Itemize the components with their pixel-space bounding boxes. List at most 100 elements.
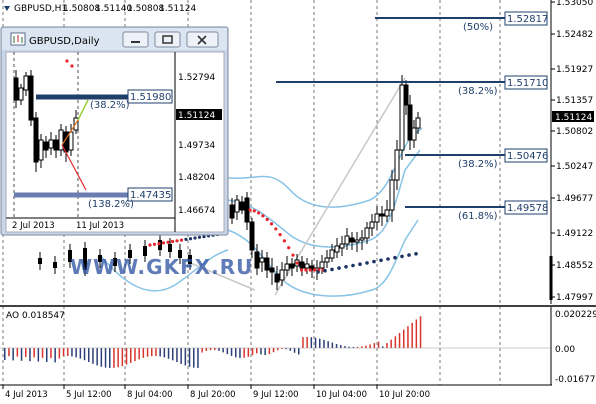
candle-body [359, 237, 365, 241]
ao-bar [251, 348, 254, 356]
ao-bar [285, 348, 287, 350]
candle-body [98, 255, 102, 262]
sar-dot [179, 238, 184, 242]
fib-price-box [504, 148, 548, 163]
candle-body [239, 201, 245, 211]
ao-bar [218, 348, 220, 351]
ao-bar [4, 348, 6, 360]
sar-dot-navy [337, 266, 341, 270]
mini-chart-content: 1.52794 1.51124 1.49734 1.48204 1.46674 1.519… [6, 52, 222, 232]
mini-date-label: 2 Jul 2013 [12, 221, 55, 231]
date-label: 9 Jul 12:00 [253, 390, 299, 400]
main-chart-title: GBPUSD,H1 1.50808 1.51140 1.50808 1.5112… [4, 4, 196, 14]
fib-percent: (38.2%) [458, 159, 498, 170]
candle-body [299, 261, 305, 269]
time-axis: 4 Jul 2013 5 Jul 12:00 8 Jul 04:00 8 Jul 20… [2, 385, 430, 400]
sar-dot-red [269, 222, 274, 226]
price-label: 1.49677 [556, 194, 593, 204]
minimize-button[interactable] [122, 31, 149, 48]
fib-price: 1.49578 [507, 203, 548, 214]
sar-dot-red [248, 208, 252, 212]
mini-candle-body [43, 141, 49, 151]
ao-bar [172, 348, 174, 361]
ao-bar [197, 348, 199, 368]
ao-bar [314, 337, 317, 348]
sar-dot-navy [393, 255, 397, 260]
ao-bar [142, 348, 145, 358]
mini-candle-body [18, 87, 24, 101]
sar-dot [157, 242, 161, 246]
sar-dot-red [308, 268, 312, 272]
candle-body [364, 227, 370, 239]
candle-body [259, 257, 265, 263]
mini-candle-body [23, 75, 29, 91]
restore-button[interactable] [154, 31, 181, 48]
candle-body [284, 263, 290, 271]
ao-axis-min: -0.016771 [555, 375, 596, 385]
sar-dot-navy [407, 253, 411, 257]
ao-bar [398, 332, 401, 348]
mini-candle-body [48, 139, 54, 149]
price-label: 1.53050 [556, 0, 593, 8]
ao-bar [331, 342, 334, 348]
ao-bar [134, 348, 136, 362]
candle-body [394, 149, 400, 181]
mini-chart-window[interactable]: GBPUSD,Daily 1.52794 1.51124 1.49734 1.4820… [0, 26, 229, 236]
mini-fib-diagonal [61, 144, 87, 191]
sar-dot-navy [372, 259, 376, 264]
sar-dot-navy [316, 270, 320, 274]
close-button[interactable] [186, 31, 219, 48]
ao-bar [323, 339, 325, 348]
close-icon [197, 35, 207, 45]
candles [38, 75, 421, 290]
ao-bar [54, 348, 56, 363]
mini-fib-percent: (38.2%) [90, 100, 130, 111]
candle-body [83, 248, 87, 270]
price-label: 1.48552 [556, 261, 593, 271]
date-label: 10 Jul 20:00 [379, 390, 430, 400]
date-label: 5 Jul 12:00 [66, 390, 112, 400]
ao-bar [390, 339, 392, 348]
sar-dot-red [312, 268, 317, 272]
candle-body [324, 257, 330, 263]
ao-bar [222, 348, 224, 353]
ao-bar [365, 345, 367, 348]
candle-body [411, 127, 417, 141]
ao-bar [29, 348, 31, 362]
current-price-value: 1.51124 [555, 113, 592, 123]
candle-body [168, 244, 172, 252]
restore-icon [162, 35, 173, 44]
mini-candle-body [28, 75, 34, 121]
ao-bar [176, 348, 178, 363]
mini-date-label: 11 Jul 2013 [76, 221, 124, 231]
candle-body [178, 250, 182, 258]
ao-bar [88, 348, 90, 363]
sar-dot [148, 243, 152, 247]
ao-bar [369, 344, 371, 348]
sar-dot [175, 239, 179, 243]
ao-bar [159, 348, 161, 357]
sar-dot-red [291, 253, 295, 257]
indicator-label: AO 0.018547 [6, 311, 65, 321]
ao-bar [209, 348, 212, 351]
ohlc-close: 1.51124 [159, 4, 196, 14]
sar-dot-navy [358, 262, 362, 267]
fibonacci-levels[interactable]: (50%) 1.52817 (38.2%) 1.51710 (38.2%) 1.50476… [276, 11, 548, 222]
fib-price: 1.50476 [507, 151, 548, 162]
sar-dot-navy [323, 268, 327, 273]
date-label: 10 Jul 04:00 [316, 390, 367, 400]
ao-bar [46, 348, 48, 362]
ohlc-open: 1.50808 [63, 4, 100, 14]
ao-bar [256, 348, 258, 354]
mini-window-title: GBPUSD,Daily [29, 36, 100, 47]
ao-bar [92, 348, 94, 364]
ao-bar [125, 348, 128, 365]
sar-dot-red [274, 227, 278, 231]
sar-dot [197, 235, 202, 239]
fib-price: 1.51710 [507, 78, 548, 89]
ao-bar [411, 322, 413, 348]
candle-body [399, 84, 405, 151]
candle-body [407, 104, 413, 141]
candle-body [38, 258, 42, 264]
